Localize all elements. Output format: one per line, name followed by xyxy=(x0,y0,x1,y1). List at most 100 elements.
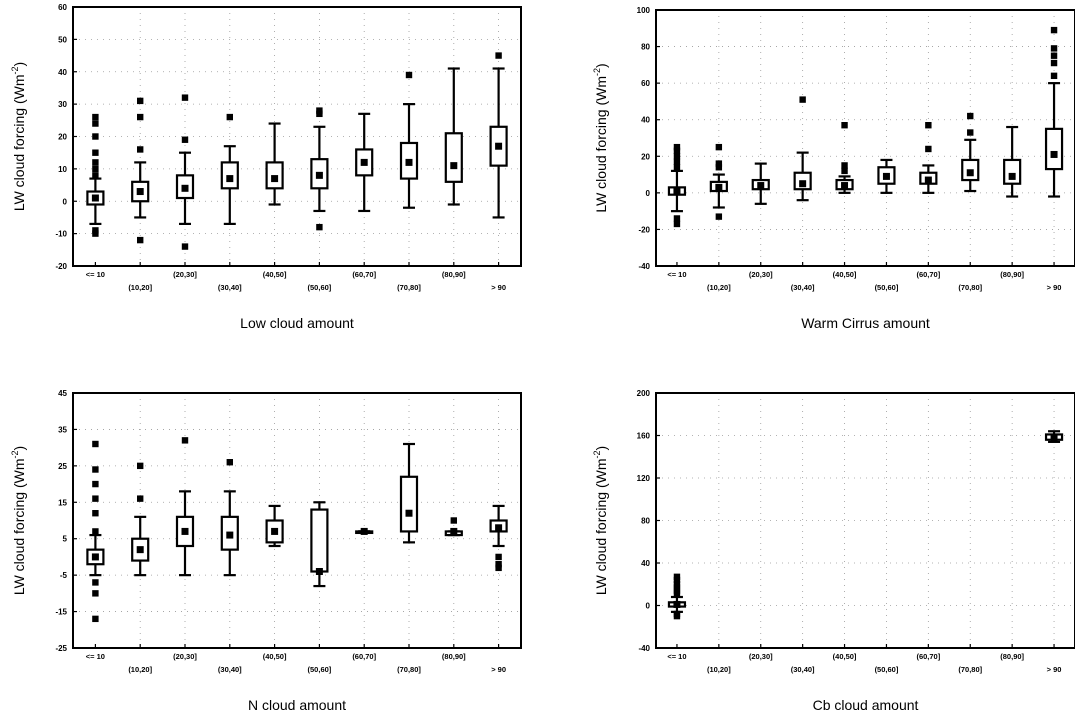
outlier-point xyxy=(316,107,323,114)
median-marker xyxy=(495,524,503,532)
panel-1: 60 50 40 30 20 10 0 -10 -20 <= 10 (10,20] (20,30] (3… xyxy=(10,3,522,331)
box-plot-6 xyxy=(310,107,329,231)
x-tick-label: (60,70] xyxy=(916,270,940,279)
outlier-point xyxy=(137,462,144,470)
x-tick-label: (40,50] xyxy=(833,270,857,279)
outlier-point xyxy=(1050,52,1058,59)
outlier-point xyxy=(841,162,848,169)
median-marker xyxy=(181,527,189,535)
box-plot-10 xyxy=(489,504,508,572)
y-tick-label: 100 xyxy=(637,6,651,15)
y-tick-label: 20 xyxy=(641,152,650,161)
median-marker xyxy=(91,553,99,561)
y-tick-label: 0 xyxy=(646,189,651,198)
x-tick-label: <= 10 xyxy=(86,270,105,279)
y-tick-label: 80 xyxy=(641,43,650,52)
y-tick-label: 60 xyxy=(58,3,67,12)
x-tick-label: > 90 xyxy=(1047,283,1062,292)
outlier-point xyxy=(137,97,144,105)
box-plot-4 xyxy=(793,96,812,202)
y-tick-label: 50 xyxy=(58,35,67,44)
y-tick-label: 60 xyxy=(641,79,650,88)
y-tick-label: 160 xyxy=(637,432,651,441)
outlier-point xyxy=(92,165,99,173)
x-tick-label: > 90 xyxy=(491,665,506,674)
outlier-point xyxy=(92,120,99,127)
y-tick-label: -20 xyxy=(55,262,67,271)
median-marker xyxy=(799,180,807,188)
median-marker xyxy=(882,172,890,180)
box-plot-10 xyxy=(489,52,508,219)
outlier-point xyxy=(316,110,323,118)
x-tick-label: (20,30] xyxy=(749,270,773,279)
y-tick-label: 40 xyxy=(58,68,67,77)
x-axis-label: Low cloud amount xyxy=(240,315,354,331)
outlier-point xyxy=(673,147,681,154)
outlier-point xyxy=(137,236,144,244)
outlier-point xyxy=(673,158,681,165)
y-tick-label: -40 xyxy=(638,644,650,653)
box-plot-8 xyxy=(399,442,419,544)
x-tick-label: (20,30] xyxy=(173,652,197,661)
outlier-point xyxy=(841,167,848,175)
outlier-point xyxy=(181,94,189,101)
y-axis-label: LW cloud forcing (Wm-2) xyxy=(592,63,609,212)
outlier-point xyxy=(92,133,99,140)
outlier-point xyxy=(799,96,806,103)
box-plot-2 xyxy=(131,97,150,244)
y-tick-label: -40 xyxy=(638,262,650,271)
y-axis-label: LW cloud forcing (Wm-2) xyxy=(592,446,609,595)
iqr-box xyxy=(1003,158,1022,185)
median-marker xyxy=(1050,150,1058,158)
outlier-point xyxy=(495,52,502,59)
y-tick-label: 25 xyxy=(58,462,67,471)
y-tick-label: 35 xyxy=(58,425,67,434)
x-tick-label: (50,60] xyxy=(308,283,332,292)
x-tick-label: (60,70] xyxy=(352,652,376,661)
y-tick-label: 200 xyxy=(637,389,651,398)
outlier-point xyxy=(495,564,502,572)
box-plot-1 xyxy=(667,573,687,620)
plot-frame xyxy=(72,392,522,649)
median-marker xyxy=(315,171,323,179)
outlier-point xyxy=(92,615,99,623)
box-plot-9 xyxy=(444,517,463,537)
y-tick-label: 0 xyxy=(63,197,68,206)
x-tick-label: (30,40] xyxy=(218,283,242,292)
y-axis-label: LW cloud forcing (Wm-2) xyxy=(10,62,27,211)
y-tick-label: -25 xyxy=(55,644,67,653)
plot-frame xyxy=(655,392,1075,649)
outlier-point xyxy=(673,164,681,171)
box-plot-2 xyxy=(709,143,728,220)
box-plot-4 xyxy=(220,113,239,226)
outlier-point xyxy=(925,122,932,129)
box-plot-10 xyxy=(1044,26,1064,198)
outlier-point xyxy=(137,113,144,121)
box-plot-3 xyxy=(175,437,195,577)
y-tick-label: 80 xyxy=(641,517,650,526)
outlier-point xyxy=(495,561,502,568)
median-marker xyxy=(450,162,458,170)
outlier-point xyxy=(316,223,323,231)
median-marker xyxy=(405,158,413,166)
median-marker xyxy=(226,531,234,539)
outlier-point xyxy=(92,230,99,237)
outlier-point xyxy=(92,579,99,586)
outlier-point xyxy=(92,495,99,502)
outlier-point xyxy=(92,440,99,448)
box-plot-6 xyxy=(310,501,329,588)
outlier-point xyxy=(1050,59,1058,67)
outlier-point xyxy=(841,122,848,129)
median-marker xyxy=(271,175,279,183)
x-tick-label: (20,30] xyxy=(173,270,197,279)
outlier-point xyxy=(226,459,233,466)
x-tick-label: (50,60] xyxy=(875,665,899,674)
box-plot-7 xyxy=(355,527,374,535)
median-marker xyxy=(360,527,368,535)
plot-frame xyxy=(72,6,522,267)
median-marker xyxy=(1008,172,1016,180)
outlier-point xyxy=(967,112,974,120)
box-plot-10 xyxy=(1044,430,1064,443)
outlier-point xyxy=(92,172,99,179)
median-marker xyxy=(715,183,723,191)
